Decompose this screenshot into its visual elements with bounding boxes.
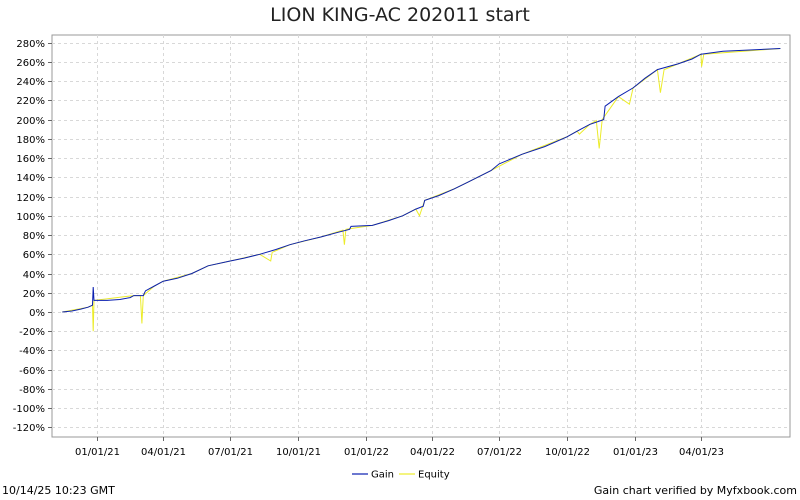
- y-tick-label: 200%: [16, 116, 45, 127]
- x-tick-label: 10/01/21: [276, 447, 321, 458]
- y-tick-label: 120%: [16, 193, 45, 204]
- y-tick-label: 240%: [16, 77, 45, 88]
- y-tick-label: -120%: [13, 423, 45, 434]
- grid: [51, 34, 791, 438]
- y-tick-label: 140%: [16, 173, 45, 184]
- legend-label-gain: Gain: [371, 470, 394, 481]
- y-tick-label: 60%: [23, 250, 45, 261]
- series-line-equity: [62, 48, 781, 332]
- y-tick-label: 160%: [16, 154, 45, 165]
- x-tick-label: 04/01/23: [679, 447, 724, 458]
- legend-label-equity: Equity: [418, 470, 450, 481]
- x-tick-label: 10/01/22: [545, 447, 590, 458]
- y-tick-label: 100%: [16, 212, 45, 223]
- y-tick-label: 280%: [16, 39, 45, 50]
- y-tick-label: -80%: [19, 385, 45, 396]
- y-tick-label: 180%: [16, 135, 45, 146]
- x-tick-label: 04/01/21: [141, 447, 186, 458]
- y-tick-label: 0%: [29, 308, 45, 319]
- y-tick-label: -60%: [19, 366, 45, 377]
- footer-timestamp: 10/14/25 10:23 GMT: [2, 484, 115, 497]
- x-tick-label: 04/01/22: [410, 447, 455, 458]
- x-tick-label: 07/01/22: [477, 447, 522, 458]
- y-tick-label: 260%: [16, 58, 45, 69]
- y-tick-label: 220%: [16, 96, 45, 107]
- y-tick-label: 40%: [23, 270, 45, 281]
- series-line-gain: [62, 48, 781, 313]
- x-tick-label: 01/01/21: [75, 447, 120, 458]
- footer-verified-text: Gain chart verified by Myfxbook.com: [593, 484, 797, 497]
- y-tick-label: -40%: [19, 346, 45, 357]
- y-tick-label: 20%: [23, 289, 45, 300]
- series-layer: [62, 48, 781, 332]
- y-tick-label: -100%: [13, 404, 45, 415]
- y-tick-label: -20%: [19, 327, 45, 338]
- y-tick-label: 80%: [23, 231, 45, 242]
- chart-title: LION KING-AC 202011 start: [270, 4, 530, 26]
- x-tick-label: 01/01/23: [613, 447, 658, 458]
- x-tick-label: 07/01/21: [208, 447, 253, 458]
- legend: Gain Equity: [352, 470, 450, 481]
- x-tick-label: 01/01/22: [344, 447, 389, 458]
- axes: 280% 260% 240% 220% 200% 180% 160% 140% 120% 100%…: [13, 39, 724, 458]
